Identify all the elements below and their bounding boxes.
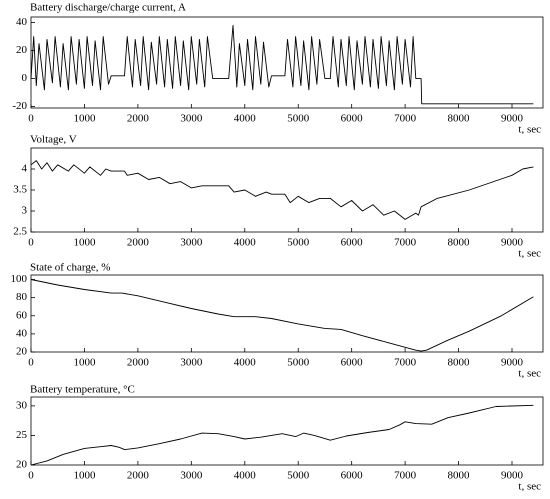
x-tick-label: 2000 [127,470,150,482]
x-axis-label: t, sec [518,248,541,260]
x-tick-label: 8000 [448,470,471,482]
subplot-title: Battery discharge/charge current, A [30,2,186,14]
x-tick-label: 1000 [73,237,96,249]
x-tick-label: 9000 [501,357,524,369]
x-tick-label: 7000 [394,470,417,482]
plot-frame [30,274,544,353]
y-tick-label: 40 [16,16,28,28]
series-line [30,160,534,220]
subplot-title: Battery temperature, °C [30,384,135,396]
y-tick-label: 30 [16,399,28,411]
x-axis-label: t, sec [518,481,541,493]
x-tick-label: 1000 [73,470,96,482]
y-tick-label: 3.5 [13,184,27,196]
y-tick-label: 4 [22,163,28,175]
x-tick-label: 3000 [180,470,203,482]
x-tick-label: 3000 [180,237,203,249]
x-tick-label: 3000 [180,357,203,369]
plot-frame [30,16,544,109]
subplot-title: State of charge, % [30,262,110,274]
subplot: Battery temperature, °C 20 25 30 0 1000 2000 30… [16,384,544,493]
x-tick-label: 9000 [501,470,524,482]
series-line [30,279,534,352]
y-tick-label: 20 [16,459,28,471]
y-tick-label: -20 [12,100,27,112]
plot-frame [30,396,544,466]
x-tick-label: 5000 [287,470,310,482]
x-tick-label: 7000 [394,357,417,369]
series-line [30,404,534,466]
x-tick-label: 0 [28,357,34,369]
y-tick-label: 60 [16,309,28,321]
x-axis-label: t, sec [518,368,541,380]
x-tick-label: 6000 [341,113,364,125]
y-tick-label: 100 [11,273,28,285]
x-tick-label: 8000 [448,237,471,249]
x-tick-label: 9000 [501,113,524,125]
y-tick-label: 20 [16,346,28,358]
x-tick-label: 7000 [394,113,417,125]
plot-frame [30,147,544,233]
x-tick-label: 6000 [341,237,364,249]
x-tick-label: 4000 [234,470,257,482]
x-tick-label: 4000 [234,113,257,125]
x-tick-label: 9000 [501,237,524,249]
x-axis-label: t, sec [518,124,541,136]
y-tick-label: 20 [16,44,28,56]
x-tick-label: 5000 [287,113,310,125]
x-tick-label: 3000 [180,113,203,125]
x-tick-label: 5000 [287,237,310,249]
x-tick-label: 2000 [127,237,150,249]
x-tick-label: 6000 [341,470,364,482]
y-tick-label: 80 [16,291,28,303]
x-tick-label: 0 [28,470,34,482]
x-tick-label: 1000 [73,113,96,125]
subplot: Battery discharge/charge current, A-2002… [12,2,544,136]
x-tick-label: 0 [28,113,34,125]
y-tick-label: 2.5 [13,226,27,238]
subplot-title: Voltage, V [30,134,77,146]
x-tick-label: 6000 [341,357,364,369]
y-tick-label: 3 [22,205,28,217]
y-tick-label: 25 [16,429,28,441]
x-tick-label: 2000 [127,113,150,125]
series-line [30,24,534,105]
x-tick-label: 4000 [234,357,257,369]
x-tick-label: 1000 [73,357,96,369]
subplot: Voltage, V 2.5 3 3.5 4 0 1000 2000 3000 4000 5000 6… [13,134,544,260]
x-tick-label: 8000 [448,357,471,369]
y-tick-label: 0 [22,72,28,84]
x-tick-label: 0 [28,237,34,249]
x-tick-label: 7000 [394,237,417,249]
x-tick-label: 2000 [127,357,150,369]
x-tick-label: 4000 [234,237,257,249]
y-tick-label: 40 [16,327,28,339]
x-tick-label: 5000 [287,357,310,369]
x-tick-label: 8000 [448,113,471,125]
